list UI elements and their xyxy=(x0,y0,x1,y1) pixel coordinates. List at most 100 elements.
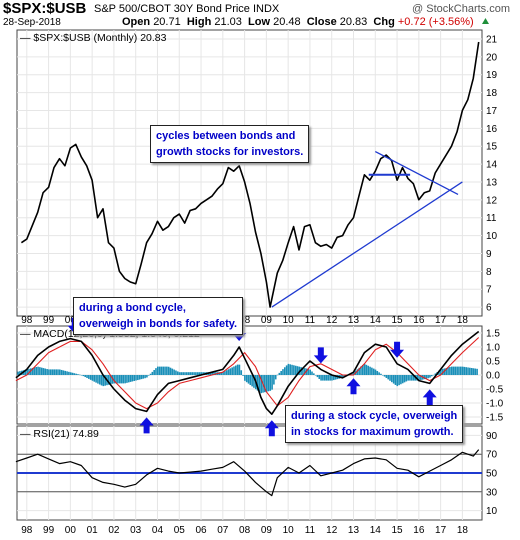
x-tick-label: 18 xyxy=(457,315,469,326)
histogram-bar xyxy=(425,375,428,379)
x-tick-label: 99 xyxy=(43,525,55,536)
y-tick-label: 90 xyxy=(486,431,498,442)
histogram-bar xyxy=(166,366,168,375)
histogram-bar xyxy=(93,375,96,382)
histogram-bar xyxy=(403,375,406,383)
annotation-stock-cycle: during a stock cycle, overweigh in stock… xyxy=(285,405,464,443)
x-tick-label: 18 xyxy=(457,525,469,536)
histogram-bar xyxy=(155,368,157,375)
y-tick-label: 14 xyxy=(486,160,498,171)
high-label: High xyxy=(186,16,212,28)
histogram-bar xyxy=(280,371,282,375)
annotation-cycles-line-2: growth stocks for investors. xyxy=(156,146,304,158)
panel-legend: — RSI(21) 74.89 xyxy=(20,428,99,440)
y-tick-label: 1.0 xyxy=(486,343,500,354)
rsi-line xyxy=(15,449,480,497)
histogram-bar xyxy=(398,375,400,386)
y-tick-label: 70 xyxy=(486,450,498,461)
histogram-bar xyxy=(202,372,204,375)
histogram-bar xyxy=(169,367,172,375)
histogram-bar xyxy=(278,372,281,375)
low-label: Low xyxy=(248,16,271,28)
histogram-bar xyxy=(247,375,250,384)
histogram-bar xyxy=(175,370,177,375)
x-tick-label: 03 xyxy=(130,525,142,536)
histogram-bar xyxy=(44,368,47,375)
y-tick-label: 11 xyxy=(486,213,497,224)
histogram-bar xyxy=(383,375,386,377)
histogram-bar xyxy=(441,368,444,375)
histogram-bar xyxy=(191,372,194,375)
histogram-bar xyxy=(459,366,462,375)
chart-date: 28-Sep-2018 xyxy=(3,17,61,28)
histogram-bar xyxy=(242,375,244,376)
histogram-bar xyxy=(78,374,81,376)
x-tick-label: 04 xyxy=(152,525,164,536)
histogram-bar xyxy=(302,367,304,375)
y-tick-label: 13 xyxy=(486,177,498,188)
histogram-bar xyxy=(374,369,377,375)
panel-legend: — $SPX:$USB (Monthly) 20.83 xyxy=(20,32,167,44)
price-line xyxy=(20,41,480,308)
up-arrow-icon xyxy=(346,378,361,395)
histogram-bar xyxy=(182,372,184,375)
histogram-bar xyxy=(100,375,103,386)
chart-header: $SPX:$USB S&P 500/CBOT 30Y Bond Price IN… xyxy=(0,0,520,30)
histogram-bar xyxy=(401,375,404,384)
histogram-bar xyxy=(391,375,393,383)
histogram-bar xyxy=(104,375,106,386)
histogram-bar xyxy=(35,366,38,375)
histogram-bar xyxy=(244,375,246,381)
histogram-bar xyxy=(17,371,19,375)
histogram-bar xyxy=(37,366,39,375)
histogram-bar xyxy=(274,375,277,380)
histogram-bar xyxy=(55,369,57,375)
histogram-bar xyxy=(372,368,375,375)
histogram-bar xyxy=(220,372,223,375)
histogram-bar xyxy=(387,375,389,380)
histogram-bar xyxy=(224,371,226,375)
histogram-bar xyxy=(82,375,85,377)
y-tick-label: -1.0 xyxy=(486,399,504,410)
y-tick-label: 10 xyxy=(486,231,498,242)
stockcharts-brand[interactable]: @ StockCharts.com xyxy=(412,3,510,15)
histogram-bar xyxy=(407,375,409,381)
annotation-stock-line-1: during a stock cycle, overweigh xyxy=(291,410,458,422)
histogram-bar xyxy=(434,373,437,375)
histogram-bar xyxy=(39,367,41,375)
tick-labels: 6 7 8 9 10 11 12 13 14 15 16 17 18 19 20 21 1.5 1.0 0.5 0.0… xyxy=(21,34,503,536)
open-label: Open xyxy=(122,16,151,28)
macd-line xyxy=(15,330,480,416)
histogram-bar xyxy=(49,369,52,375)
histogram-bar xyxy=(227,369,230,375)
histogram-bar xyxy=(323,375,326,381)
histogram-bar xyxy=(222,372,224,375)
y-tick-label: 0.5 xyxy=(486,357,500,368)
histogram-bar xyxy=(283,367,286,375)
histogram-bar xyxy=(42,368,45,375)
histogram-bar xyxy=(360,366,362,375)
histogram-bar xyxy=(269,375,272,391)
histogram-bar xyxy=(287,363,290,375)
histogram-bar xyxy=(225,370,228,375)
x-tick-label: 06 xyxy=(195,525,207,536)
histogram-bar xyxy=(193,372,195,375)
histogram-bar xyxy=(396,375,399,387)
histogram-bar xyxy=(111,375,114,384)
histogram-bar xyxy=(89,375,92,380)
histogram-bar xyxy=(334,375,337,380)
histogram-bar xyxy=(149,373,152,375)
histogram-bar xyxy=(316,375,319,378)
histogram-bar xyxy=(412,375,415,381)
histogram-bar xyxy=(325,375,328,381)
histogram-bar xyxy=(440,369,442,375)
x-tick-label: 02 xyxy=(108,525,120,536)
histogram-bar xyxy=(416,375,419,381)
histogram-bar xyxy=(127,375,130,383)
chart-instrument-name: S&P 500/CBOT 30Y Bond Price INDX xyxy=(94,3,280,15)
histogram-bar xyxy=(365,364,368,375)
histogram-bar xyxy=(31,367,34,375)
histogram-bar xyxy=(285,365,288,375)
x-tick-label: 98 xyxy=(21,525,33,536)
histogram-bar xyxy=(102,375,105,387)
